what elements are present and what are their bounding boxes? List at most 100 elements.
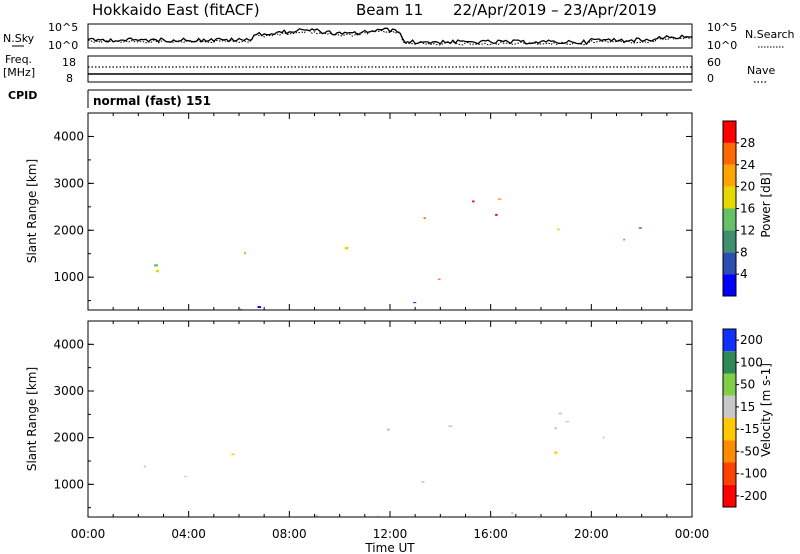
echo-cell [554, 451, 558, 454]
colorbar-tick-label: 15 [740, 400, 755, 414]
echo-cell [423, 217, 426, 219]
echo-cell [231, 453, 235, 456]
echo-cell [437, 278, 441, 280]
cpid-label: CPID [8, 89, 37, 102]
noise-tick-left-bottom: 10^0 [48, 39, 78, 52]
colorbar-tick-label: 28 [740, 136, 755, 150]
echo-cell [511, 512, 514, 515]
echo-cell [554, 427, 557, 430]
echo-cell [386, 428, 390, 431]
colorbar-tick-label: 12 [740, 223, 755, 237]
y-tick-label: 3000 [53, 176, 84, 190]
colorbar-tick-label: -200 [740, 489, 767, 503]
velocity-colorbar-label: Velocity [m s-1] [759, 363, 773, 457]
noise-tick-left-top: 10^5 [48, 21, 78, 34]
colorbar-tick-label: 200 [740, 333, 763, 347]
echo-cell [344, 246, 349, 250]
echo-cell [155, 269, 160, 273]
colorbar-tick-label: 20 [740, 180, 755, 194]
echo-cell [184, 475, 188, 478]
power-colorbar: 4 8 12 16 20 24 28 [722, 120, 755, 297]
colorbar-segment [723, 484, 736, 507]
echo-cell [638, 227, 642, 229]
y-tick-label: 1000 [53, 270, 84, 284]
x-tick-label: 12:00 [373, 527, 408, 541]
colorbar-tick-label: 50 [740, 378, 755, 392]
colorbar-tick-label: -100 [740, 467, 767, 481]
colorbar-tick-label: -15 [740, 422, 760, 436]
freq-label-1: Freq. [5, 53, 32, 66]
colorbar-segment [723, 373, 736, 396]
x-axis-label: Time UT [364, 541, 415, 554]
header-title: Hokkaido East (fitACF) [92, 1, 260, 19]
echo-cell [558, 412, 563, 415]
velocity-ylabel: Slant Range [km] [25, 367, 39, 471]
cpid-text: normal (fast) 151 [93, 94, 211, 108]
colorbar-segment [723, 462, 736, 485]
freq-tick-right-bottom: 0 [707, 72, 714, 85]
colorbar-tick-label: 4 [740, 267, 748, 281]
noise-search-line [87, 29, 693, 46]
x-tick-label: 08:00 [272, 527, 307, 541]
colorbar-segment [723, 274, 736, 296]
echo-cell [557, 228, 560, 231]
colorbar-segment [723, 142, 736, 165]
velocity-x-ticks: 00:00 04:00 08:00 12:00 16:00 20:00 00:00 [71, 321, 710, 541]
colorbar-segment [723, 208, 736, 231]
x-tick-label: 16:00 [473, 527, 508, 541]
freq-tick-right-top: 60 [707, 56, 721, 69]
noise-right-label: N.Search [745, 28, 795, 41]
colorbar-segment [723, 395, 736, 418]
colorbar-frame [722, 328, 737, 508]
y-tick-label: 1000 [53, 477, 84, 491]
velocity-plot-bg [88, 321, 692, 517]
y-tick-label: 2000 [53, 223, 84, 237]
echo-cell [565, 421, 570, 423]
header-date-range: 22/Apr/2019 – 23/Apr/2019 [453, 1, 657, 19]
noise-panel: N.Sky 10^5 10^0 10^5 10^0 N.Search [3, 21, 795, 52]
y-tick-label: 4000 [53, 337, 84, 351]
freq-tick-left-top: 18 [62, 56, 76, 69]
y-tick-label: 2000 [53, 431, 84, 445]
freq-panel: Freq. [MHz] 18 8 60 0 Nave [3, 53, 775, 85]
colorbar-segment [723, 329, 736, 352]
colorbar-tick-label: -50 [740, 444, 760, 458]
power-colorbar-label: Power [dB] [759, 172, 773, 237]
noise-left-label: N.Sky [3, 32, 35, 45]
echo-cell [448, 425, 453, 427]
colorbar-segment [723, 121, 736, 143]
power-plot-bg [88, 113, 692, 310]
freq-tick-left-bottom: 8 [66, 72, 73, 85]
colorbar-segment [723, 186, 736, 209]
echo-cell [421, 481, 425, 483]
freq-label-2: [MHz] [3, 66, 35, 79]
velocity-panel: 1000 2000 3000 4000 00:00 04:00 08:00 12:00 16:… [25, 320, 773, 554]
echo-cell [602, 436, 605, 439]
echo-cell [623, 238, 626, 241]
x-tick-label: 00:00 [71, 527, 106, 541]
noise-panel-frame [87, 23, 693, 49]
freq-right-label: Nave [747, 64, 775, 77]
echo-cell [143, 465, 146, 468]
colorbar-tick-label: 24 [740, 158, 755, 172]
power-y-ticks: 1000 2000 3000 4000 [53, 112, 692, 302]
power-x-ticks [87, 113, 693, 310]
colorbar-segment [723, 351, 736, 374]
echo-cell [495, 213, 498, 216]
echo-cell [413, 302, 417, 304]
colorbar-segment [723, 440, 736, 463]
x-tick-label: 00:00 [675, 527, 710, 541]
power-panel: 1000 2000 3000 4000 Slant Range [km] 4 8 12 16… [25, 112, 773, 311]
x-tick-label: 04:00 [171, 527, 206, 541]
velocity-colorbar: 200 100 50 15 -15 -50 -100 -200 [722, 328, 767, 508]
noise-tick-right-top: 10^5 [707, 21, 737, 34]
echo-cell [315, 514, 319, 518]
colorbar-tick-label: 100 [740, 355, 763, 369]
colorbar-segment [723, 418, 736, 441]
colorbar-tick-label: 16 [740, 202, 755, 216]
y-tick-label: 4000 [53, 129, 84, 143]
power-ylabel: Slant Range [km] [25, 159, 39, 263]
colorbar-tick-label: 8 [740, 245, 748, 259]
echo-cell [244, 252, 246, 255]
